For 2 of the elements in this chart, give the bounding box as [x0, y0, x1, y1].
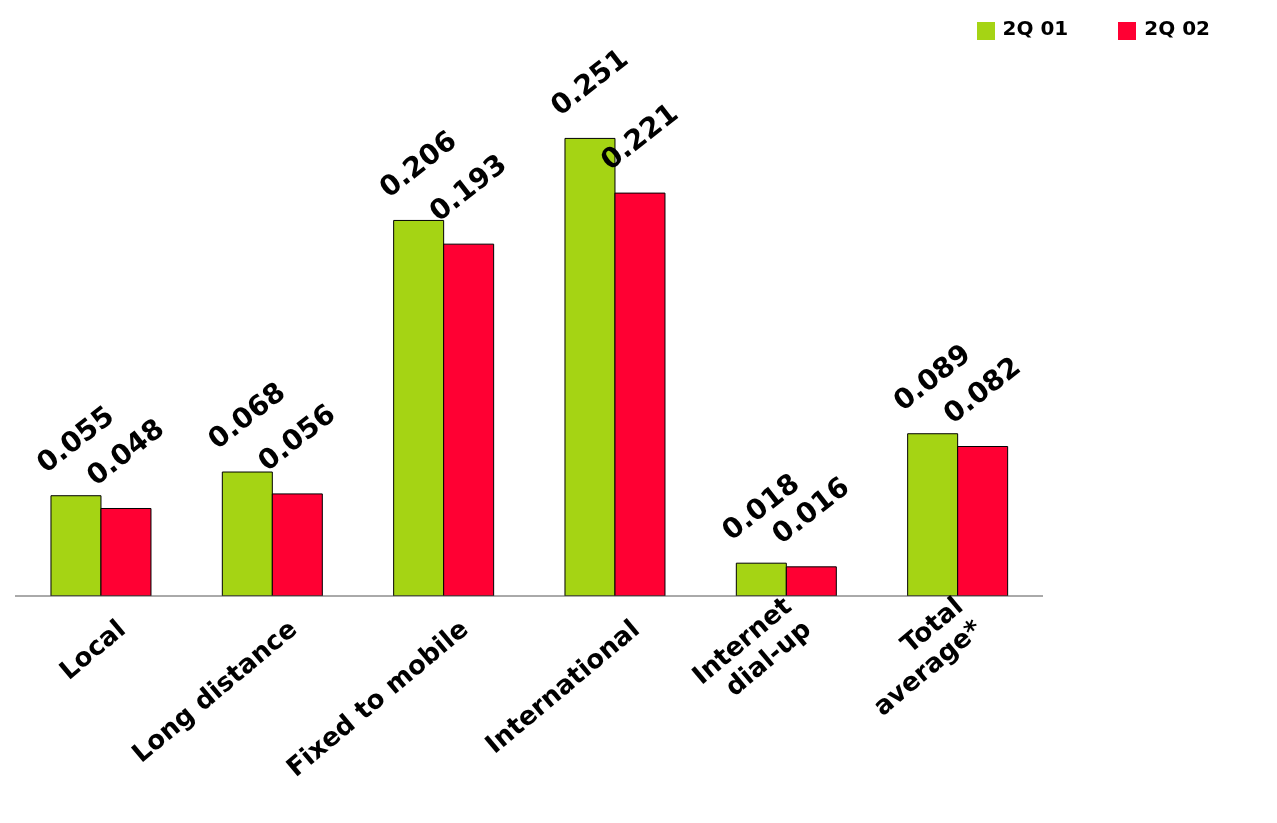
- legend-label: 2Q 02: [1144, 16, 1210, 40]
- legend-label: 2Q 01: [1002, 16, 1069, 40]
